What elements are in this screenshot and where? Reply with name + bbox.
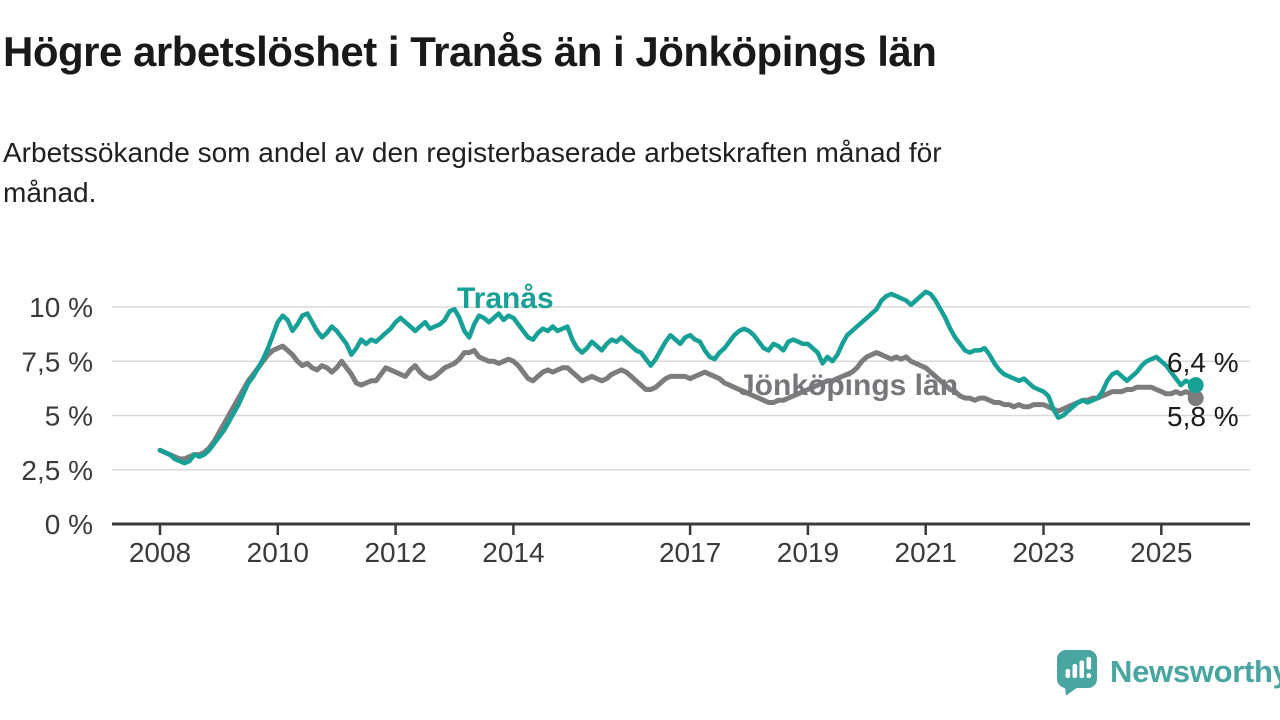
x-axis-tick-label: 2017	[659, 537, 721, 568]
x-axis-tick-label: 2008	[129, 537, 191, 568]
end-value-label-jonkopings-lan: 5,8 %	[1167, 401, 1239, 432]
x-axis-tick-label: 2025	[1130, 537, 1192, 568]
newsworthy-logo: Newsworthy	[1056, 649, 1280, 696]
y-axis-tick-label: 0 %	[45, 509, 93, 540]
end-value-label-tranas: 6,4 %	[1167, 347, 1239, 378]
x-axis-tick-label: 2019	[777, 537, 839, 568]
x-axis-tick-label: 2023	[1012, 537, 1074, 568]
series-end-dot	[1187, 377, 1204, 394]
newsworthy-logo-text: Newsworthy	[1110, 654, 1280, 689]
series-label-tranas: Tranås	[457, 282, 554, 315]
series-line-j-nk-pings-l-n	[157, 343, 1199, 462]
x-axis-tick-label: 2012	[364, 537, 426, 568]
y-axis-tick-label: 7,5 %	[21, 346, 93, 377]
x-axis-tick-label: 2021	[895, 537, 957, 568]
chart-subtitle: Arbetssökande som andel av den registerb…	[3, 133, 942, 213]
series-line-tran-s	[157, 289, 1198, 466]
subtitle-line-2: månad.	[3, 177, 97, 208]
page-title: Högre arbetslöshet i Tranås än i Jönköpi…	[3, 28, 937, 75]
y-axis-tick-label: 5 %	[45, 401, 93, 432]
series-end-dot	[1187, 390, 1204, 407]
newsworthy-logo-icon	[1057, 650, 1097, 696]
x-axis-tick-label: 2014	[482, 537, 544, 568]
subtitle-line-1: Arbetssökande som andel av den registerb…	[3, 137, 942, 168]
y-axis-tick-label: 2,5 %	[21, 455, 93, 486]
x-axis-tick-label: 2010	[247, 537, 309, 568]
y-axis-tick-label: 10 %	[29, 292, 93, 323]
series-label-jonkopings-lan: Jönköpings län	[738, 369, 959, 402]
